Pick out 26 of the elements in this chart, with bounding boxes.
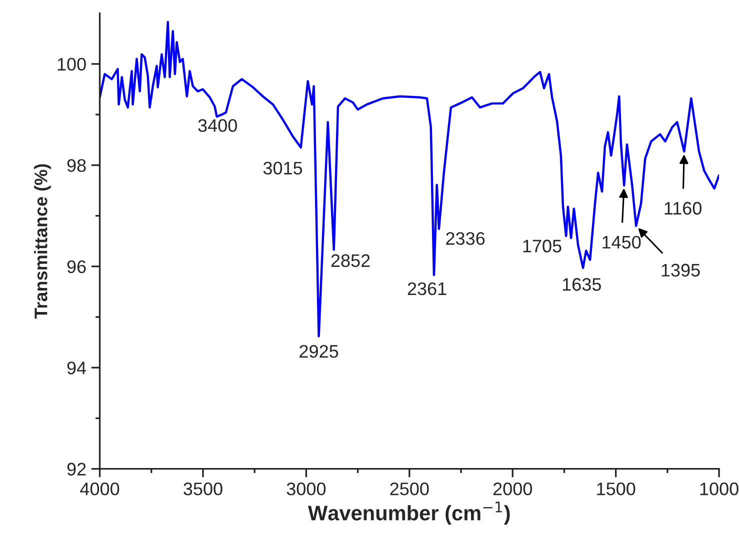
x-axis-title: Wavenumber (cm$^{−1}$): [308, 502, 510, 525]
x-tick-label: 2000: [493, 482, 532, 496]
y-tick-label: 96: [67, 260, 86, 274]
annotation: 3400: [198, 119, 237, 132]
x-tick-label: 2500: [390, 482, 429, 496]
annotation: 1450: [602, 236, 641, 249]
x-tick-label: 1500: [597, 482, 636, 496]
annotation: 2336: [446, 232, 485, 245]
y-tick-label: 100: [58, 58, 86, 71]
y-tick-label: 92: [67, 462, 86, 476]
line-series: [100, 20, 720, 338]
annotation: 1160: [664, 202, 702, 215]
x-tick-label: 4000: [80, 482, 120, 496]
x-tick-label: 3500: [184, 482, 222, 496]
y-tick-label: 98: [67, 159, 86, 172]
x-tick-label: 3000: [286, 482, 326, 496]
y-tick-label: 94: [67, 362, 86, 374]
annotation: 1635: [562, 278, 601, 291]
annotation: 2925: [300, 344, 338, 358]
x-tick-label: 1000: [700, 482, 738, 496]
annotation: 2852: [331, 254, 370, 268]
annotation: 3015: [263, 162, 302, 175]
annotation: 2361: [408, 282, 446, 296]
y-axis-title: Transmittance (%): [34, 164, 51, 319]
annotation: 1395: [662, 264, 700, 277]
annotation: 1705: [523, 240, 562, 252]
